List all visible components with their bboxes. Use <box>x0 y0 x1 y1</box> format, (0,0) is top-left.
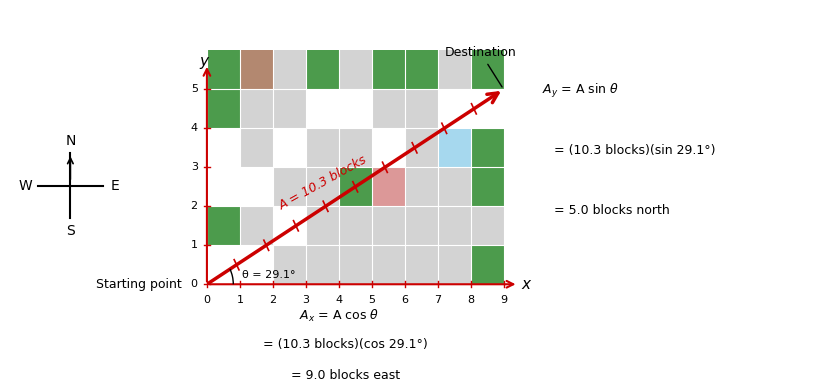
Bar <box>273 50 305 89</box>
Text: 7: 7 <box>433 295 441 305</box>
Text: 5: 5 <box>190 84 198 94</box>
Text: 0: 0 <box>203 295 210 305</box>
Bar <box>470 128 503 167</box>
Bar <box>338 167 371 206</box>
Bar <box>404 167 437 206</box>
Bar <box>240 50 273 89</box>
Bar <box>470 245 503 284</box>
Bar <box>437 167 470 206</box>
Bar <box>371 167 404 206</box>
Text: $A_y$ = A sin $\theta$: $A_y$ = A sin $\theta$ <box>542 82 619 100</box>
Bar <box>207 50 240 89</box>
Bar <box>338 206 371 245</box>
Text: 4: 4 <box>190 123 198 133</box>
Text: x: x <box>521 277 530 292</box>
Bar <box>273 89 305 128</box>
Bar <box>404 50 437 89</box>
Bar <box>437 50 470 89</box>
Text: 3: 3 <box>302 295 309 305</box>
Bar <box>371 50 404 89</box>
Bar <box>404 89 437 128</box>
Bar <box>240 50 273 89</box>
Bar <box>240 206 273 245</box>
Text: = 9.0 blocks east: = 9.0 blocks east <box>279 369 399 382</box>
Text: A = 10.3 blocks: A = 10.3 blocks <box>276 153 369 213</box>
Bar <box>305 50 338 89</box>
Bar <box>207 89 240 128</box>
Bar <box>273 167 305 206</box>
Text: = (10.3 blocks)(cos 29.1°): = (10.3 blocks)(cos 29.1°) <box>251 338 428 351</box>
Bar <box>240 89 273 128</box>
Text: y: y <box>198 54 208 69</box>
Text: $A_x$ = A cos $\theta$: $A_x$ = A cos $\theta$ <box>299 307 379 324</box>
Bar <box>437 128 470 167</box>
Bar <box>240 128 273 167</box>
Bar <box>437 206 470 245</box>
Bar <box>305 167 338 206</box>
Text: 4: 4 <box>335 295 342 305</box>
Bar <box>371 245 404 284</box>
Text: = 5.0 blocks north: = 5.0 blocks north <box>542 204 669 217</box>
Bar <box>371 167 404 206</box>
Bar <box>437 245 470 284</box>
Text: 5: 5 <box>368 295 375 305</box>
Text: 1: 1 <box>190 240 198 250</box>
Bar <box>404 245 437 284</box>
Bar <box>470 50 503 89</box>
Bar <box>470 206 503 245</box>
Text: 3: 3 <box>190 162 198 172</box>
Bar <box>273 245 305 284</box>
Text: 2: 2 <box>269 295 276 305</box>
Text: 6: 6 <box>401 295 408 305</box>
Bar <box>404 128 437 167</box>
Bar <box>371 206 404 245</box>
Bar <box>338 245 371 284</box>
Bar <box>305 128 338 167</box>
Text: θ = 29.1°: θ = 29.1° <box>241 270 294 280</box>
Text: = (10.3 blocks)(sin 29.1°): = (10.3 blocks)(sin 29.1°) <box>542 144 715 158</box>
Text: Starting point: Starting point <box>96 278 182 291</box>
Text: 1: 1 <box>236 295 243 305</box>
Bar <box>371 89 404 128</box>
Text: 9: 9 <box>500 295 506 305</box>
Bar <box>305 206 338 245</box>
Text: W: W <box>19 179 32 193</box>
Bar <box>207 206 240 245</box>
Text: 2: 2 <box>190 201 198 211</box>
Bar <box>470 167 503 206</box>
Bar <box>404 206 437 245</box>
Text: E: E <box>111 179 119 193</box>
Bar <box>338 50 371 89</box>
Text: 8: 8 <box>466 295 474 305</box>
Text: N: N <box>65 134 75 148</box>
Text: Destination: Destination <box>444 46 516 87</box>
Bar <box>338 128 371 167</box>
Bar <box>305 245 338 284</box>
Text: S: S <box>66 224 74 238</box>
Text: 0: 0 <box>190 279 198 289</box>
